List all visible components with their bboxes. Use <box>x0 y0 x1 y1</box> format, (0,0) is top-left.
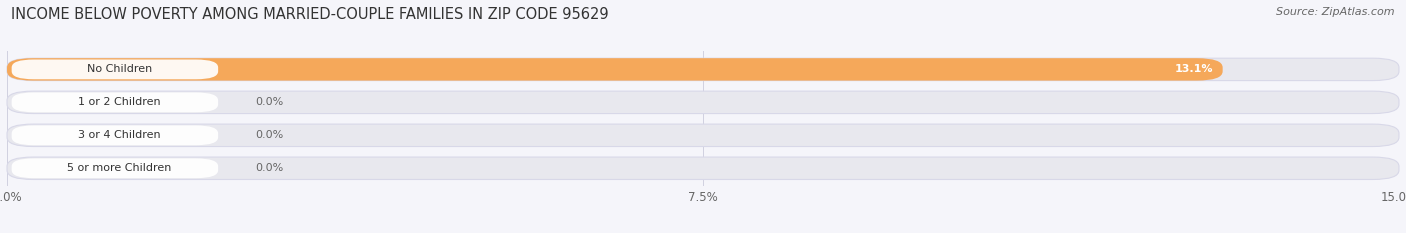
FancyBboxPatch shape <box>7 58 1399 81</box>
Text: No Children: No Children <box>87 64 152 74</box>
Text: 13.1%: 13.1% <box>1175 64 1213 74</box>
Text: INCOME BELOW POVERTY AMONG MARRIED-COUPLE FAMILIES IN ZIP CODE 95629: INCOME BELOW POVERTY AMONG MARRIED-COUPL… <box>11 7 609 22</box>
FancyBboxPatch shape <box>11 59 218 79</box>
Text: 0.0%: 0.0% <box>256 97 284 107</box>
Text: 0.0%: 0.0% <box>256 130 284 140</box>
FancyBboxPatch shape <box>7 58 1223 81</box>
Text: Source: ZipAtlas.com: Source: ZipAtlas.com <box>1277 7 1395 17</box>
FancyBboxPatch shape <box>7 124 1399 147</box>
FancyBboxPatch shape <box>11 93 218 112</box>
FancyBboxPatch shape <box>11 125 218 145</box>
FancyBboxPatch shape <box>7 91 1399 113</box>
Text: 5 or more Children: 5 or more Children <box>67 163 172 173</box>
Text: 0.0%: 0.0% <box>256 163 284 173</box>
Text: 1 or 2 Children: 1 or 2 Children <box>79 97 160 107</box>
FancyBboxPatch shape <box>11 158 218 178</box>
Text: 3 or 4 Children: 3 or 4 Children <box>79 130 160 140</box>
FancyBboxPatch shape <box>7 157 1399 179</box>
